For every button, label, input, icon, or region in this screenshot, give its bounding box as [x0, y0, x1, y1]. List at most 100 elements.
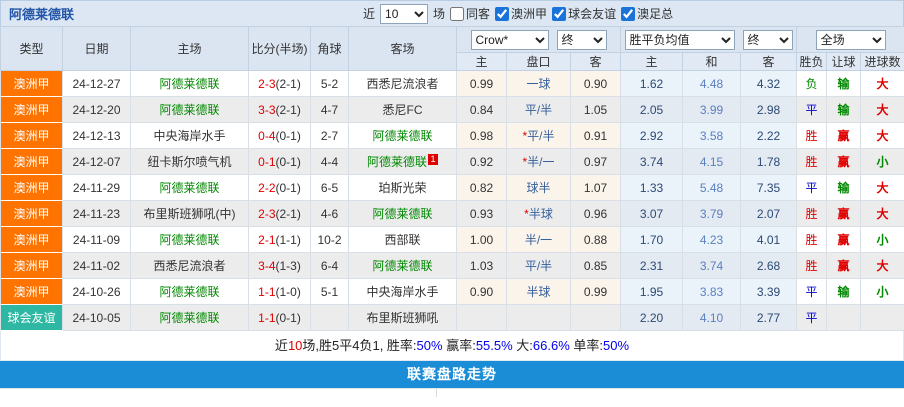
score-cell: 2-3(2-1) [248, 200, 311, 227]
handicap-result-cell: 输 [826, 174, 862, 201]
euro-draw-odds-cell: 4.10 [682, 304, 742, 331]
goals-result-cell: 大 [860, 70, 904, 97]
away-team-cell: 阿德莱德联 1 [348, 148, 457, 175]
euro-home-odds-cell: 2.31 [620, 252, 684, 279]
euro-away-odds-cell: 2.98 [740, 96, 798, 123]
date-cell: 24-10-05 [62, 304, 131, 331]
home-team-cell: 中央海岸水手 [130, 122, 249, 149]
handicap-result-cell: 输 [826, 96, 862, 123]
near-label: 近 [363, 7, 376, 21]
asian-home-odds-cell: 0.84 [456, 96, 507, 123]
same-away-option[interactable]: 同客 [450, 5, 490, 22]
league-filter-option[interactable]: 澳洲甲 [495, 5, 547, 22]
sub-header-euro-away: 客 [740, 52, 798, 71]
score-cell: 0-1(0-1) [248, 148, 311, 175]
euro-draw-odds-cell: 3.74 [682, 252, 742, 279]
col-header-score: 比分(半场) [248, 26, 311, 71]
euro-home-odds-cell: 2.05 [620, 96, 684, 123]
euro-home-odds-cell: 2.20 [620, 304, 684, 331]
away-team-cell: 中央海岸水手 [348, 278, 457, 305]
col-header-away: 客场 [348, 26, 457, 71]
table-row: 澳洲甲 24-12-27 阿德莱德联 2-3(2-1) 5-2 西悉尼流浪者 0.99 一球 0… [0, 70, 904, 97]
date-cell: 24-11-09 [62, 226, 131, 253]
home-team-cell: 阿德莱德联 [130, 96, 249, 123]
corner-cell: 4-4 [310, 148, 349, 175]
games-label: 场 [433, 7, 446, 21]
asian-home-odds-cell: 0.99 [456, 70, 507, 97]
home-team-cell: 布里斯班狮吼(中) [130, 200, 249, 227]
asian-stage-select[interactable]: 终 [556, 29, 607, 50]
goals-result-cell: 小 [860, 148, 904, 175]
euro-stage-select[interactable]: 终 [742, 29, 793, 50]
match-count-select[interactable]: 10 [380, 3, 429, 24]
euro-home-odds-cell: 3.74 [620, 148, 684, 175]
sub-header-asian-home: 主 [456, 52, 507, 71]
euro-away-odds-cell: 7.35 [740, 174, 798, 201]
col-header-type: 类型 [0, 26, 63, 71]
league-type-cell: 澳洲甲 [0, 70, 63, 97]
euro-draw-odds-cell: 3.83 [682, 278, 742, 305]
asian-away-odds-cell: 0.88 [569, 226, 622, 253]
result-cell: 平 [796, 174, 828, 201]
asian-home-odds-cell: 0.98 [456, 122, 507, 149]
score-cell: 2-2(0-1) [248, 174, 311, 201]
euro-odds-header: 胜平负均值 终 [620, 26, 798, 53]
goals-result-cell: 大 [860, 200, 904, 227]
score-cell: 2-1(1-1) [248, 226, 311, 253]
asian-home-odds-cell: 0.92 [456, 148, 507, 175]
corner-cell: 6-5 [310, 174, 349, 201]
away-team-cell: 阿德莱德联 [348, 252, 457, 279]
sub-header-spread: 让球 [826, 52, 862, 71]
asian-away-odds-cell: 0.96 [569, 200, 622, 227]
result-cell: 胜 [796, 226, 828, 253]
corner-cell: 5-1 [310, 278, 349, 305]
league-type-cell: 球会友谊 [0, 304, 63, 331]
corner-cell: 2-7 [310, 122, 349, 149]
matches-table: 类型 日期 主场 比分(半场) 角球 客场 Crow* 终 胜平负均值 终 [0, 26, 904, 331]
euro-away-odds-cell: 2.22 [740, 122, 798, 149]
friendly-filter-option[interactable]: 球会友谊 [552, 5, 616, 22]
scope-select[interactable]: 全场 [815, 29, 886, 50]
euro-away-odds-cell: 2.68 [740, 252, 798, 279]
table-row: 澳洲甲 24-12-13 中央海岸水手 0-4(0-1) 2-7 阿德莱德联 0.98 *平/… [0, 122, 904, 149]
table-row: 澳洲甲 24-12-20 阿德莱德联 3-3(2-1) 4-7 悉尼FC 0.84 平/半 1.… [0, 96, 904, 123]
euro-away-odds-cell: 4.32 [740, 70, 798, 97]
cup-filter-option[interactable]: 澳足总 [621, 5, 673, 22]
col-header-home: 主场 [130, 26, 249, 71]
handicap-result-cell: 赢 [826, 122, 862, 149]
date-cell: 24-10-26 [62, 278, 131, 305]
asian-home-odds-cell: 0.93 [456, 200, 507, 227]
euro-draw-odds-cell: 3.99 [682, 96, 742, 123]
handicap-result-cell: 赢 [826, 148, 862, 175]
table-row: 澳洲甲 24-12-07 纽卡斯尔喷气机 0-1(0-1) 4-4 阿德莱德联 1 0.92 *… [0, 148, 904, 175]
australia-cup-checkbox[interactable] [621, 6, 636, 21]
handicap-cell [506, 304, 571, 331]
bottom-strip [0, 388, 904, 397]
result-cell: 胜 [796, 148, 828, 175]
result-cell: 负 [796, 70, 828, 97]
euro-away-odds-cell: 2.77 [740, 304, 798, 331]
table-row: 球会友谊 24-10-05 阿德莱德联 1-1(0-1) 布里斯班狮吼 2.20 4.10 2… [0, 304, 904, 331]
page-title: 阿德莱德联 [9, 7, 75, 22]
club-friendly-checkbox[interactable] [552, 6, 567, 21]
scope-header: 全场 [796, 26, 904, 53]
sub-header-euro-draw: 和 [682, 52, 742, 71]
league-trend-bar: 联赛盘路走势 [0, 361, 904, 388]
a-league-checkbox[interactable] [495, 6, 510, 21]
handicap-cell: 半球 [506, 278, 571, 305]
handicap-cell: 半/一 [506, 226, 571, 253]
euro-home-odds-cell: 1.95 [620, 278, 684, 305]
bookmaker-select[interactable]: Crow* [470, 29, 549, 50]
result-cell: 胜 [796, 252, 828, 279]
col-header-corner: 角球 [310, 26, 349, 71]
euro-home-odds-cell: 2.92 [620, 122, 684, 149]
sub-header-handicap: 盘口 [506, 52, 571, 71]
corner-cell: 6-4 [310, 252, 349, 279]
date-cell: 24-12-27 [62, 70, 131, 97]
handicap-cell: *平/半 [506, 122, 571, 149]
result-cell: 胜 [796, 200, 828, 227]
same-away-checkbox[interactable] [450, 6, 465, 21]
euro-average-select[interactable]: 胜平负均值 [624, 29, 735, 50]
score-cell: 0-4(0-1) [248, 122, 311, 149]
corner-cell [310, 304, 349, 331]
